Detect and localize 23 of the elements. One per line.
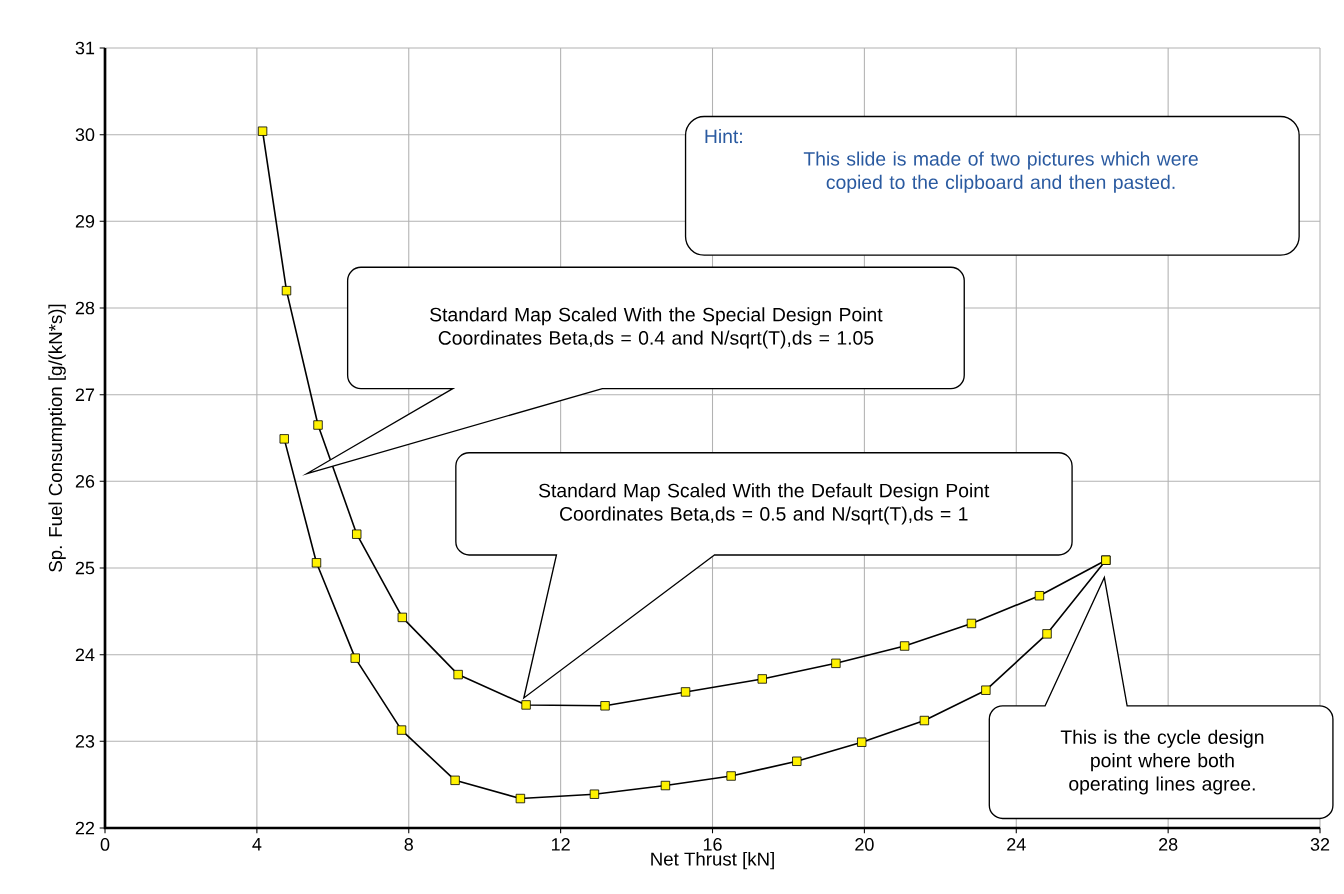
y-tick-label: 24	[75, 648, 95, 661]
x-axis-title: Net Thrust [kN]	[651, 851, 774, 870]
y-tick-label: 30	[75, 128, 95, 142]
annotation: This slide is made of two pictures which were copied to the clipboard and then pasted.	[803, 151, 1198, 193]
y-tick-label: 27	[75, 388, 95, 401]
y-tick-label: 28	[75, 301, 95, 315]
y-tick-label: 25	[75, 561, 95, 575]
annotation: Hint:	[705, 128, 742, 144]
y-tick-label: 31	[75, 41, 95, 55]
y-tick-label: 29	[75, 214, 95, 228]
x-tick-label: 8	[404, 838, 413, 851]
y-tick-label: 26	[75, 474, 95, 488]
x-tick-label: 16	[703, 838, 722, 851]
y-axis-title: Sp. Fuel Consumption [g/(kN*s)]	[48, 304, 66, 572]
x-tick-label: 28	[1159, 838, 1178, 851]
x-tick-label: 24	[1007, 838, 1026, 851]
x-tick-label: 4	[252, 838, 262, 851]
y-tick-label: 23	[75, 734, 95, 748]
y-tick-label: 22	[75, 821, 95, 835]
x-tick-label: 20	[855, 838, 874, 851]
x-tick-label: 0	[100, 838, 110, 851]
x-tick-label: 32	[1310, 838, 1330, 851]
x-tick-label: 12	[552, 838, 570, 851]
